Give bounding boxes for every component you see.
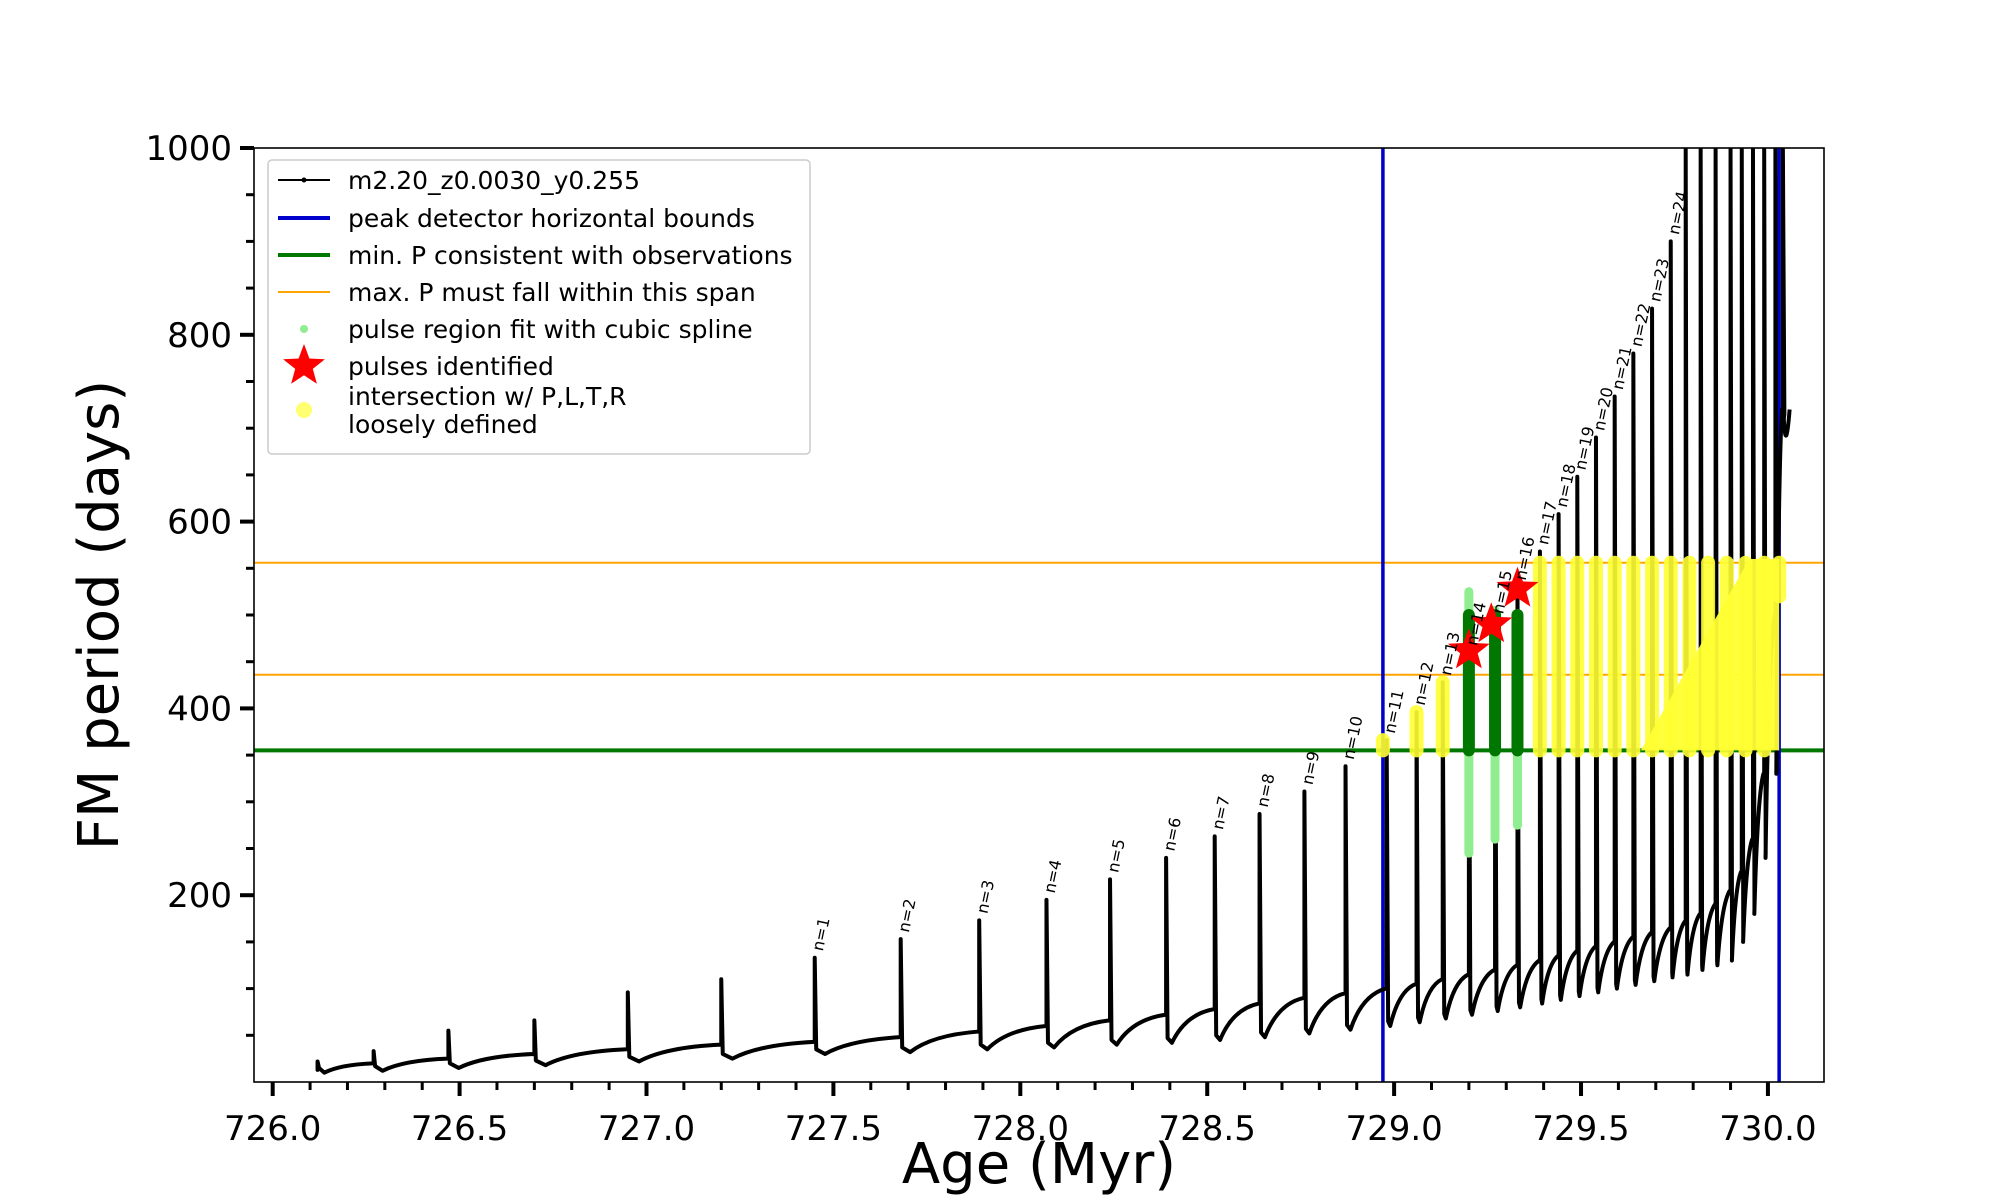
legend-label-7-line-1: intersection w/ P,L,T,R [348,382,627,411]
identified-pulse-star-3 [1496,566,1539,607]
legend-handle-7 [296,402,312,418]
y-tick-label-0: 200 [167,876,232,916]
x-tick-label-3: 727.5 [785,1109,882,1149]
plot-area: n=1n=2n=3n=4n=5n=6n=7n=8n=9n=10n=11n=12n… [254,148,1824,1082]
legend-handle-1-marker [301,177,307,183]
x-tick-label-7: 729.5 [1532,1109,1629,1149]
identified-pulse-star-1 [1448,628,1490,669]
x-tick-label-4: 728.0 [972,1109,1069,1149]
legend-label-6: pulses identified [348,352,554,381]
x-tick-label-6: 729.0 [1345,1109,1442,1149]
legend-label-3: min. P consistent with observations [348,241,793,270]
legend-label-2: peak detector horizontal bounds [348,204,755,233]
legend-handle-5 [300,325,308,333]
x-tick-label-5: 728.5 [1159,1109,1256,1149]
legend-box [267,159,811,455]
intersection-dense-blob [1640,558,1780,751]
legend-label-7-line-2: loosely defined [348,410,538,439]
x-tick-label-2: 727.0 [598,1109,695,1149]
x-axis-label: Age (Myr) [902,1132,1176,1197]
y-axis-label: FM period (days) [67,380,132,850]
x-tick-label-1: 726.5 [411,1109,508,1149]
legend-handle-6 [283,344,325,384]
plot-clipped-layer: n=1n=2n=3n=4n=5n=6n=7n=8n=9n=10n=11n=12n… [254,148,1824,1082]
identified-pulse-star-2 [1470,602,1513,643]
axes: 726.0 726.5 727.0 727.5 728.0 728.5 729.0 729.5… [145,129,1825,1149]
legend-label-7: intersection w/ P,L,T,R loosely defined [348,382,627,439]
y-tick-label-1: 400 [167,689,232,729]
x-tick-label-8: 730.0 [1719,1109,1816,1149]
legend-label-1: m2.20_z0.0030_y0.255 [348,166,640,195]
y-tick-label-3: 800 [167,316,232,356]
y-tick-label-2: 600 [167,503,232,543]
legend-label-4: max. P must fall within this span [348,278,756,307]
x-tick-label-0: 726.0 [224,1109,321,1149]
legend-label-5: pulse region fit with cubic spline [348,315,753,344]
y-tick-label-4: 1000 [145,129,232,169]
